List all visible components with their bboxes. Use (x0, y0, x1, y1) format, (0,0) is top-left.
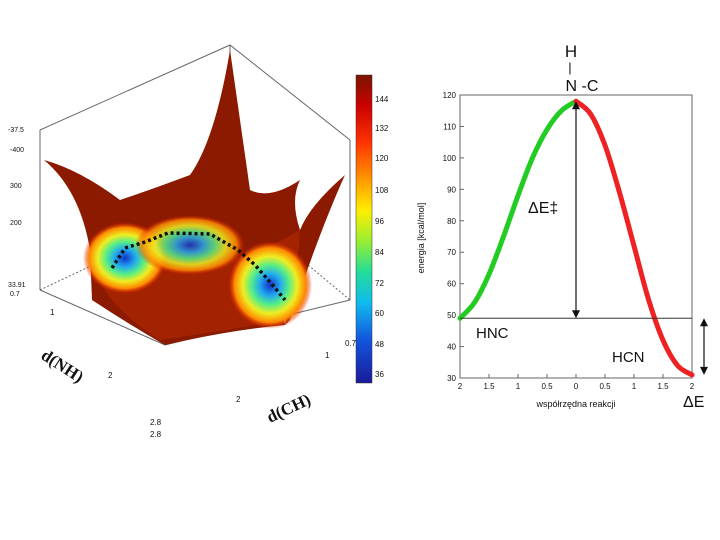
surface-well-hcn (228, 241, 312, 329)
svg-text:84: 84 (375, 248, 384, 257)
svg-text:1: 1 (325, 351, 330, 360)
y-tick-label: 70 (447, 248, 456, 257)
molecule-top-atom: H (565, 42, 577, 61)
svg-text:120: 120 (375, 154, 389, 163)
svg-text:0.7: 0.7 (345, 339, 357, 348)
svg-text:2.8: 2.8 (150, 430, 162, 439)
svg-text:300: 300 (10, 183, 22, 190)
y-tick-label: 90 (447, 185, 456, 194)
svg-text:0.7: 0.7 (10, 291, 20, 298)
arrow-head-up-icon (572, 101, 580, 110)
svg-text:144: 144 (375, 95, 389, 104)
svg-text:2: 2 (236, 395, 241, 404)
y-axis-label: energia [kcal/mol] (416, 203, 426, 274)
x-tick-label: 1 (632, 382, 637, 391)
svg-text:-400: -400 (10, 147, 24, 154)
arrow-head-down-icon (572, 310, 580, 319)
z-axis-ticks: -37.5 -400 300 200 33.91 0.7 (8, 127, 26, 298)
x-tick-label: 0.5 (541, 382, 553, 391)
axis-label-nh: d(NH) (38, 345, 87, 386)
svg-text:96: 96 (375, 217, 384, 226)
reaction-path (110, 231, 287, 302)
svg-text:-37.5: -37.5 (8, 127, 24, 134)
x-tick-label: 2 (458, 382, 463, 391)
svg-text:2.8: 2.8 (150, 418, 162, 427)
arrow-head-up-icon (700, 318, 708, 327)
x-tick-label: 2 (690, 382, 695, 391)
delta-e-label: ΔE (683, 394, 704, 411)
y-tick-label: 100 (443, 154, 457, 163)
svg-text:33.91: 33.91 (8, 282, 26, 289)
y-tick-label: 50 (447, 311, 456, 320)
y-tick-label: 80 (447, 217, 456, 226)
colorbar-ticks: 144 132 120 108 96 84 72 60 48 36 (375, 95, 389, 379)
svg-text:108: 108 (375, 186, 389, 195)
svg-text:36: 36 (375, 370, 384, 379)
molecule-bottom-atoms: N -C (566, 78, 599, 95)
surface-well-saddle (135, 215, 245, 275)
svg-text:1: 1 (50, 308, 55, 317)
energy-curve (457, 98, 695, 378)
y-tick-label: 30 (447, 374, 456, 383)
x-tick-label: 1.5 (657, 382, 669, 391)
arrow-head-down-icon (700, 366, 708, 375)
barrier-label: ΔE‡ (528, 200, 558, 217)
y-tick-label: 60 (447, 280, 456, 289)
y-tick-label: 110 (443, 122, 456, 131)
molecule-bond: | (568, 60, 571, 75)
svg-text:60: 60 (375, 309, 384, 318)
x-axis-label: współrzędna reakcji (535, 399, 615, 409)
ch-axis: 0.7 1 2 2.8 d(CH) (150, 339, 357, 439)
x-tick-label: 1.5 (483, 382, 495, 391)
series-line-hcn-side (573, 98, 695, 378)
axis-label-ch: d(CH) (264, 390, 314, 427)
y-tick-label: 40 (447, 343, 456, 352)
hnc-label: HNC (476, 325, 509, 342)
series-line-hnc-side (457, 98, 579, 321)
svg-text:72: 72 (375, 279, 384, 288)
x-axis-ticks: 2 1.5 1 0.5 0 0.5 1 1.5 2 (458, 374, 695, 391)
y-tick-label: 120 (443, 91, 457, 100)
x-tick-label: 0.5 (599, 382, 611, 391)
svg-text:48: 48 (375, 340, 384, 349)
svg-text:132: 132 (375, 124, 389, 133)
hcn-label: HCN (612, 349, 645, 366)
energy-profile-chart: 30 40 50 60 70 80 90 100 110 120 2 1.5 1 0.5 0 0.5 1 1.5… (416, 42, 708, 411)
y-axis-ticks: 30 40 50 60 70 80 90 100 110 120 (443, 91, 464, 383)
svg-text:2: 2 (108, 371, 113, 380)
svg-text:200: 200 (10, 220, 22, 227)
potential-energy-surface: 144 132 120 108 96 84 72 60 48 36 -37.5 … (8, 44, 389, 439)
x-tick-label: 0 (574, 382, 579, 391)
colorbar (355, 74, 373, 384)
x-tick-label: 1 (516, 382, 521, 391)
